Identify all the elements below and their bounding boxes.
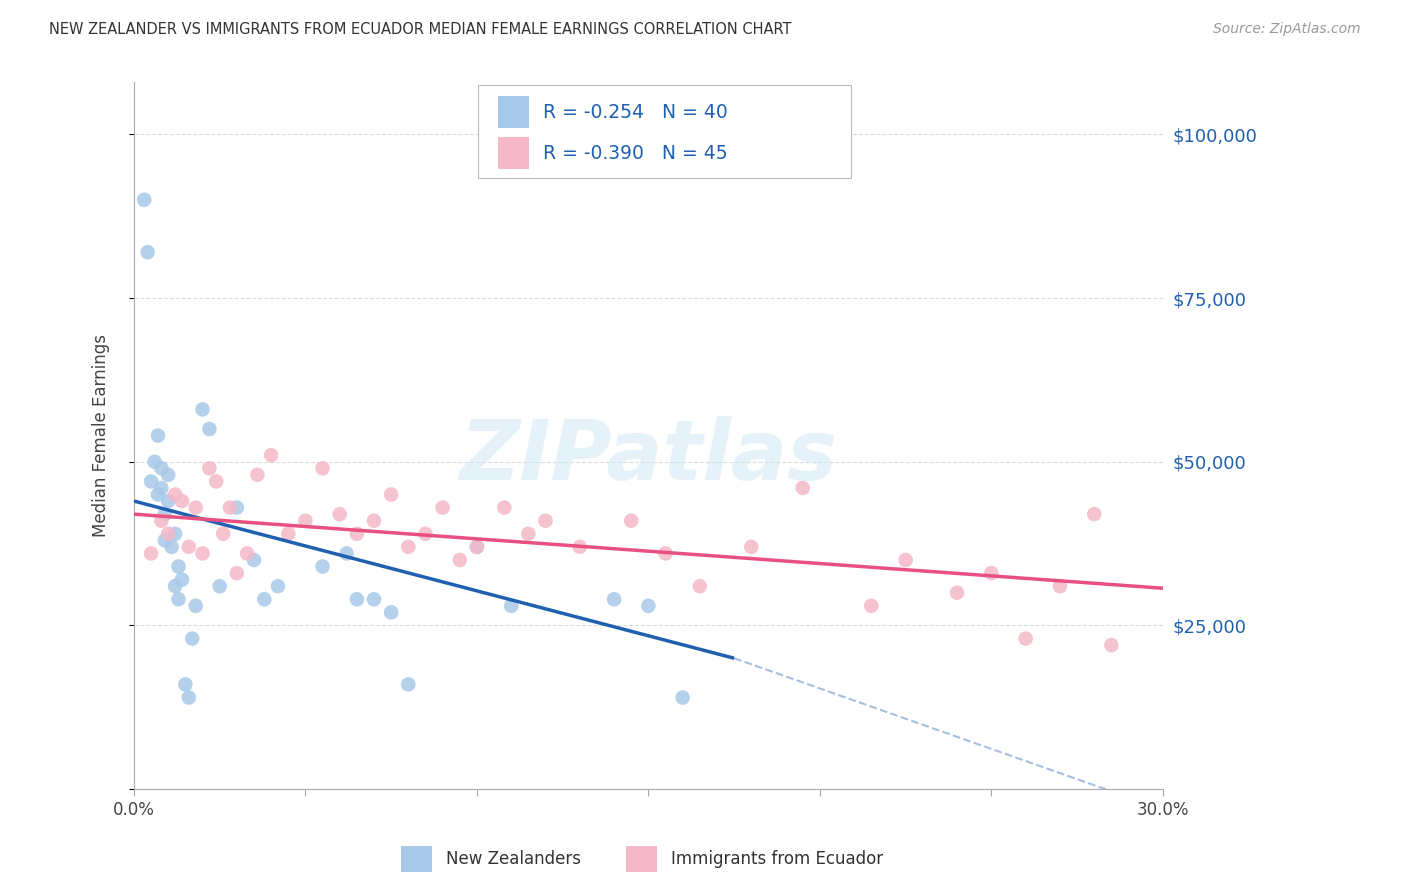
Text: R = -0.390   N = 45: R = -0.390 N = 45 xyxy=(543,144,727,163)
Point xyxy=(294,514,316,528)
Point xyxy=(191,402,214,417)
Point xyxy=(363,514,385,528)
Point xyxy=(894,553,917,567)
Point xyxy=(146,428,169,442)
Point xyxy=(637,599,659,613)
Point xyxy=(1083,507,1105,521)
Point xyxy=(329,507,352,521)
Point xyxy=(654,546,676,560)
Point xyxy=(208,579,231,593)
Point xyxy=(253,592,276,607)
Point xyxy=(260,448,283,462)
Point xyxy=(980,566,1002,580)
Point xyxy=(225,500,247,515)
Point xyxy=(174,677,197,691)
Point xyxy=(363,592,385,607)
Point xyxy=(432,500,454,515)
Point xyxy=(620,514,643,528)
Point xyxy=(380,606,402,620)
Point xyxy=(153,533,176,548)
Point xyxy=(143,455,166,469)
Point xyxy=(465,540,488,554)
Point xyxy=(181,632,204,646)
Text: Source: ZipAtlas.com: Source: ZipAtlas.com xyxy=(1213,22,1361,37)
Point xyxy=(792,481,814,495)
Text: Immigrants from Ecuador: Immigrants from Ecuador xyxy=(671,850,883,868)
Point xyxy=(160,540,183,554)
Point xyxy=(860,599,883,613)
Point xyxy=(219,500,242,515)
Point xyxy=(165,526,187,541)
Point xyxy=(603,592,626,607)
Point xyxy=(165,487,187,501)
Text: NEW ZEALANDER VS IMMIGRANTS FROM ECUADOR MEDIAN FEMALE EARNINGS CORRELATION CHAR: NEW ZEALANDER VS IMMIGRANTS FROM ECUADOR… xyxy=(49,22,792,37)
Point xyxy=(946,586,969,600)
Point xyxy=(277,526,299,541)
Point xyxy=(311,461,333,475)
Point xyxy=(689,579,711,593)
Point xyxy=(494,500,516,515)
Point xyxy=(517,526,540,541)
Point xyxy=(134,193,156,207)
Text: New Zealanders: New Zealanders xyxy=(446,850,581,868)
Point xyxy=(177,690,200,705)
Point xyxy=(150,481,173,495)
Point xyxy=(170,573,193,587)
Point xyxy=(205,475,228,489)
Point xyxy=(177,540,200,554)
Point xyxy=(150,514,173,528)
Point xyxy=(146,487,169,501)
Point xyxy=(1049,579,1071,593)
Point xyxy=(740,540,762,554)
Point xyxy=(1014,632,1036,646)
Point xyxy=(1099,638,1122,652)
Point xyxy=(167,559,190,574)
Point xyxy=(311,559,333,574)
Point xyxy=(136,245,159,260)
Point xyxy=(184,599,207,613)
Point xyxy=(267,579,290,593)
Point xyxy=(157,526,180,541)
Point xyxy=(184,500,207,515)
Y-axis label: Median Female Earnings: Median Female Earnings xyxy=(93,334,110,537)
Point xyxy=(243,553,266,567)
Point xyxy=(449,553,471,567)
Point xyxy=(139,546,162,560)
Point xyxy=(346,526,368,541)
Point xyxy=(396,677,419,691)
Point xyxy=(212,526,235,541)
Point xyxy=(225,566,247,580)
Point xyxy=(198,422,221,436)
Point xyxy=(534,514,557,528)
Point xyxy=(246,467,269,482)
Point xyxy=(157,467,180,482)
Point xyxy=(191,546,214,560)
Point xyxy=(346,592,368,607)
Point xyxy=(150,461,173,475)
Point xyxy=(139,475,162,489)
Point xyxy=(465,540,488,554)
Text: R = -0.254   N = 40: R = -0.254 N = 40 xyxy=(543,103,727,122)
Text: ZIPatlas: ZIPatlas xyxy=(460,417,838,497)
Point xyxy=(236,546,259,560)
Point xyxy=(415,526,437,541)
Point xyxy=(157,494,180,508)
Point xyxy=(198,461,221,475)
Point xyxy=(568,540,591,554)
Point xyxy=(380,487,402,501)
Point xyxy=(672,690,695,705)
Point xyxy=(153,507,176,521)
Point xyxy=(396,540,419,554)
Point xyxy=(335,546,357,560)
Point xyxy=(167,592,190,607)
Point xyxy=(501,599,523,613)
Point xyxy=(165,579,187,593)
Point xyxy=(170,494,193,508)
